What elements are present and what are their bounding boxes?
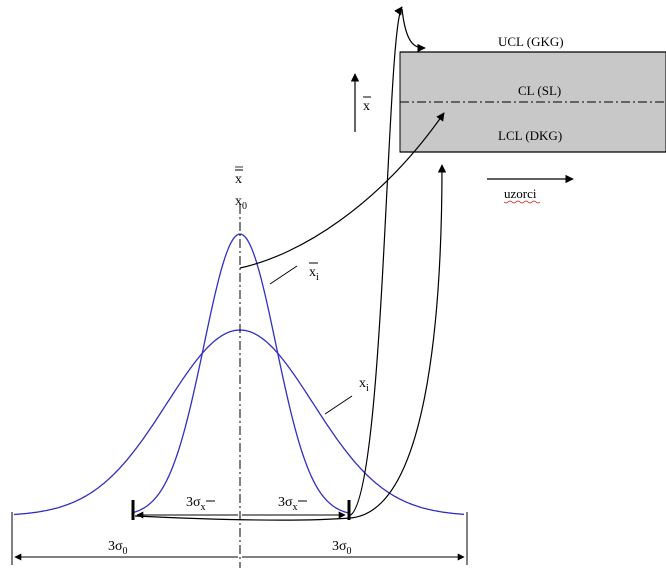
ucl-label: UCL (GKG) xyxy=(498,34,564,49)
x-axis-label: uzorci xyxy=(504,186,537,201)
inner-right-sigma-label: 3σx xyxy=(278,495,298,513)
outer-right-sigma-label: 3σ0 xyxy=(332,539,352,557)
xbar-label: x xyxy=(235,172,242,187)
spellcheck-underline xyxy=(503,200,541,204)
lower-limit-arrow xyxy=(349,164,447,519)
outer-left-sigma-label: 3σ0 xyxy=(108,539,128,557)
xi-leader xyxy=(324,395,353,415)
xi-bar-label: xi xyxy=(309,265,319,283)
lcl-label: LCL (DKG) xyxy=(498,128,562,143)
xi-label: xi xyxy=(359,376,369,394)
sample-sigma-baseline xyxy=(134,515,351,521)
xi-bar-leader xyxy=(269,265,298,285)
sample-mean-distribution-curve xyxy=(132,233,350,514)
mean-to-cl-arrow xyxy=(239,112,445,269)
x0-label: x0 xyxy=(235,194,247,212)
cl-label: CL (SL) xyxy=(518,83,561,98)
inner-left-sigma-label: 3σx xyxy=(186,495,206,513)
upper-limit-arrow xyxy=(348,6,403,517)
y-axis-label: x xyxy=(363,99,370,114)
individual-value-distribution-curve xyxy=(13,329,465,516)
upper-limit-return-arrow xyxy=(401,8,426,53)
